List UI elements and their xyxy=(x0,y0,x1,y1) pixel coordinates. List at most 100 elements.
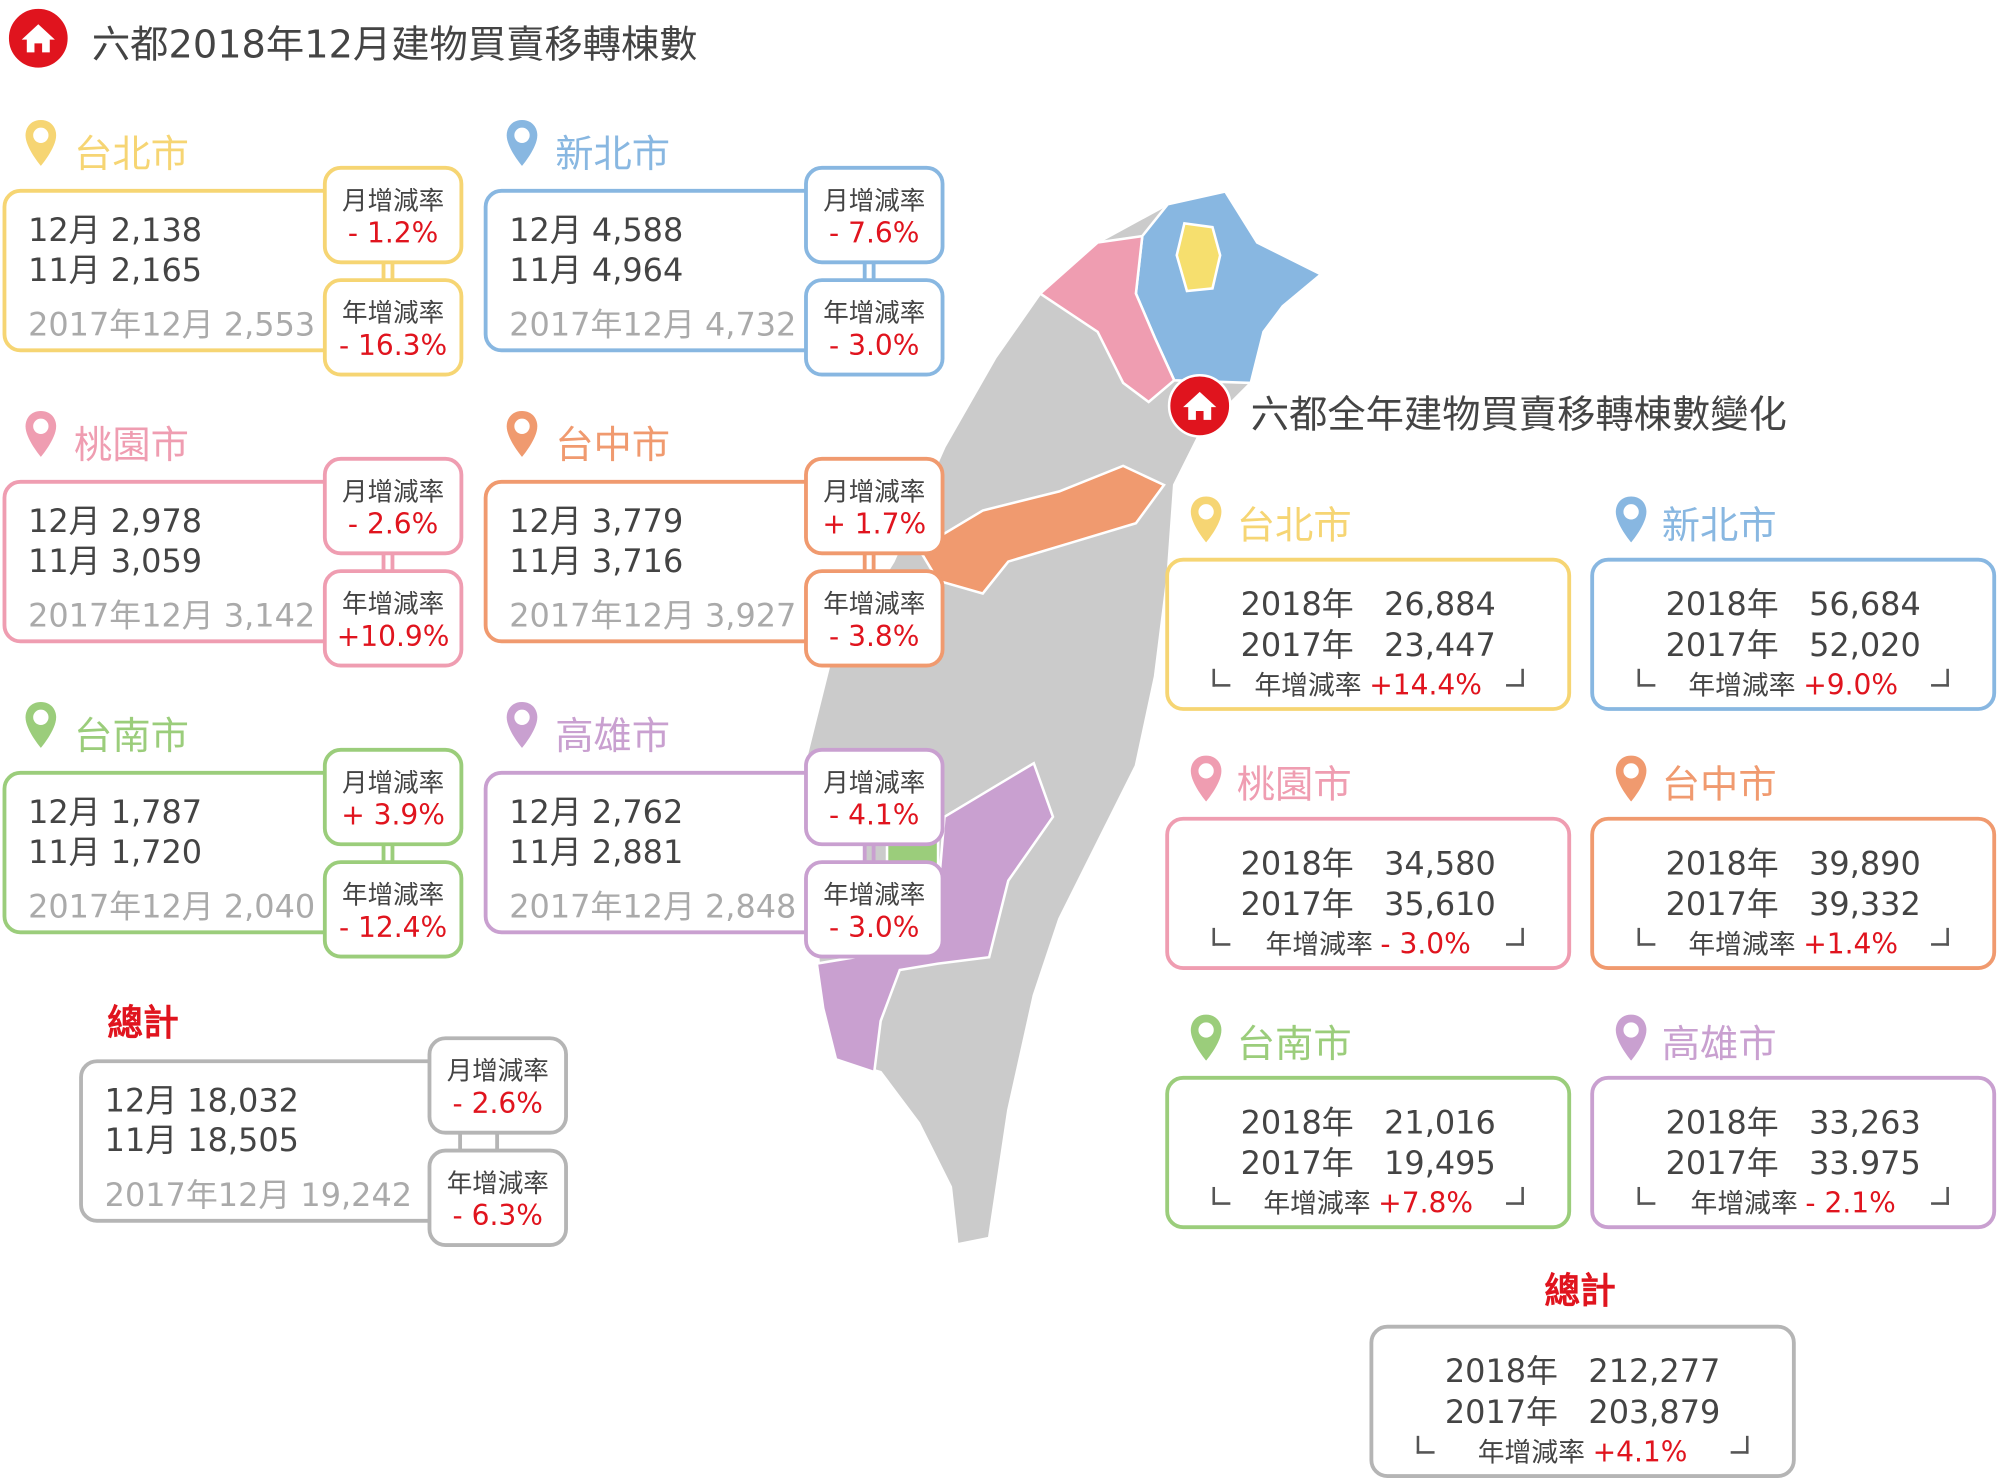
rate-label: 年增減率 xyxy=(342,297,445,329)
card-box: 2018年 212,277 2017年 203,879 年增減率 +4.1% xyxy=(1369,1324,1796,1478)
card-box: 2018年 56,684 2017年 52,020 年增減率 +9.0% xyxy=(1590,557,1997,711)
connector xyxy=(390,550,395,571)
rate-label: 年增減率 xyxy=(823,297,926,329)
rate-value: - 16.3% xyxy=(338,330,448,363)
annual-title: 六都全年建物買賣移轉棟數變化 xyxy=(1250,393,1787,438)
bracket xyxy=(1212,668,1231,687)
connector xyxy=(495,1129,500,1150)
count-2018: 2018年 39,890 xyxy=(1665,844,1921,882)
pin-icon xyxy=(1190,1014,1222,1061)
city-name: 台南市 xyxy=(74,714,189,760)
home-icon xyxy=(6,6,71,71)
connector xyxy=(871,550,876,571)
mini-box: 月增減率 + 1.7% xyxy=(804,456,945,556)
city-name: 桃園市 xyxy=(1236,763,1352,808)
last-year-count: 2017年12月 2,848 xyxy=(509,888,797,926)
count-2018: 2018年 33,263 xyxy=(1665,1103,1921,1142)
pin-icon xyxy=(1615,1014,1647,1061)
nov-count: 11月 2,165 xyxy=(28,251,203,289)
last-year-count: 2017年12月 4,732 xyxy=(509,306,797,344)
rate-value: +9.0% xyxy=(1803,670,1899,702)
rate-label: 月增減率 xyxy=(823,185,926,216)
last-year-count: 2017年12月 2,553 xyxy=(28,306,316,344)
total-label: 總計 xyxy=(107,1001,179,1045)
count-2017: 2017年 39,332 xyxy=(1665,885,1921,923)
card-box xyxy=(2,479,386,644)
card-box: 2018年 26,884 2017年 23,447 年增減率 +14.4% xyxy=(1165,557,1572,711)
rate-value: - 2.6% xyxy=(347,509,439,542)
rate-row: 年增減率 - 3.0% xyxy=(1169,924,1567,962)
last-year-count: 2017年12月 2,040 xyxy=(28,888,316,926)
connector xyxy=(871,841,876,862)
card-box xyxy=(483,479,867,644)
city-name: 台北市 xyxy=(74,132,189,178)
city-name: 高雄市 xyxy=(555,714,671,760)
mini-box: 年增減率 - 3.0% xyxy=(804,860,945,959)
last-year-count: 2017年12月 3,927 xyxy=(509,597,797,635)
bracket xyxy=(1212,927,1231,946)
count-2017: 2017年 23,447 xyxy=(1240,626,1496,664)
dec-count: 12月 2,138 xyxy=(28,211,203,249)
nov-count: 11月 3,059 xyxy=(28,542,203,580)
pin-icon xyxy=(1615,755,1647,802)
connector xyxy=(390,259,395,280)
connector xyxy=(871,259,876,280)
dec-count: 12月 4,588 xyxy=(509,211,684,249)
count-2017: 2017年 52,020 xyxy=(1665,626,1921,664)
pin-icon xyxy=(506,701,538,748)
rate-value: +4.1% xyxy=(1592,1437,1688,1470)
city-name: 高雄市 xyxy=(1661,1022,1777,1067)
region-taipei xyxy=(1175,221,1222,293)
rate-label: 月增減率 xyxy=(446,1055,549,1087)
city-name: 新北市 xyxy=(1661,504,1777,549)
rate-value: - 3.8% xyxy=(829,621,920,654)
rate-label: 年增減率 xyxy=(823,588,926,620)
count-2017: 2017年 33.975 xyxy=(1665,1144,1921,1182)
rate-label: 年增減率 xyxy=(446,1167,549,1199)
region-taoyuan xyxy=(1038,234,1176,404)
bracket xyxy=(1931,1186,1949,1205)
home-icon xyxy=(1167,373,1232,438)
mini-box: 月增減率 - 2.6% xyxy=(322,456,464,556)
bracket xyxy=(1931,668,1949,687)
rate-row: 年增減率 +14.4% xyxy=(1169,665,1567,703)
pin-icon xyxy=(1615,496,1647,543)
mini-box: 月增減率 - 1.2% xyxy=(322,165,464,265)
count-2018: 2018年 21,016 xyxy=(1240,1103,1496,1142)
card-box xyxy=(2,770,386,935)
nov-count: 11月 1,720 xyxy=(28,833,203,871)
rate-row: 年增減率 +9.0% xyxy=(1594,665,1992,703)
mini-box: 月增減率 - 4.1% xyxy=(804,747,945,847)
rate-label: 月增減率 xyxy=(342,185,445,216)
pin-icon xyxy=(1190,755,1222,802)
card-box xyxy=(79,1059,463,1223)
rate-label: 年增減率 xyxy=(1690,1188,1798,1219)
city-name: 台中市 xyxy=(1661,763,1777,808)
rate-value: - 3.0% xyxy=(829,330,920,363)
rate-label: 年增減率 xyxy=(342,879,445,911)
rate-label: 月增減率 xyxy=(342,476,445,507)
mini-box: 年增減率 - 6.3% xyxy=(427,1148,568,1247)
card-box xyxy=(483,770,867,935)
pin-icon xyxy=(506,410,538,457)
pin-icon xyxy=(1190,496,1222,543)
count-2017: 2017年 203,879 xyxy=(1444,1393,1721,1431)
rate-value: - 12.4% xyxy=(338,912,448,945)
mini-box: 月增減率 - 2.6% xyxy=(427,1036,568,1135)
city-name: 新北市 xyxy=(555,132,671,178)
count-2018: 2018年 212,277 xyxy=(1444,1352,1721,1390)
mini-box: 月增減率 - 7.6% xyxy=(804,165,945,265)
bracket xyxy=(1506,1186,1524,1205)
bracket xyxy=(1212,1186,1231,1205)
bracket xyxy=(1637,668,1656,687)
rate-label: 月增減率 xyxy=(823,767,926,798)
rate-value: - 2.6% xyxy=(452,1088,543,1121)
dec-count: 12月 18,032 xyxy=(104,1082,299,1120)
region-taichung xyxy=(917,464,1166,595)
card-box xyxy=(483,188,867,353)
rate-value: - 3.0% xyxy=(829,912,920,945)
mini-box: 年增減率 - 3.0% xyxy=(804,278,945,377)
pin-icon xyxy=(25,119,57,166)
last-year-count: 2017年12月 19,242 xyxy=(104,1176,413,1214)
mini-box: 年增減率 +10.9% xyxy=(322,569,464,668)
